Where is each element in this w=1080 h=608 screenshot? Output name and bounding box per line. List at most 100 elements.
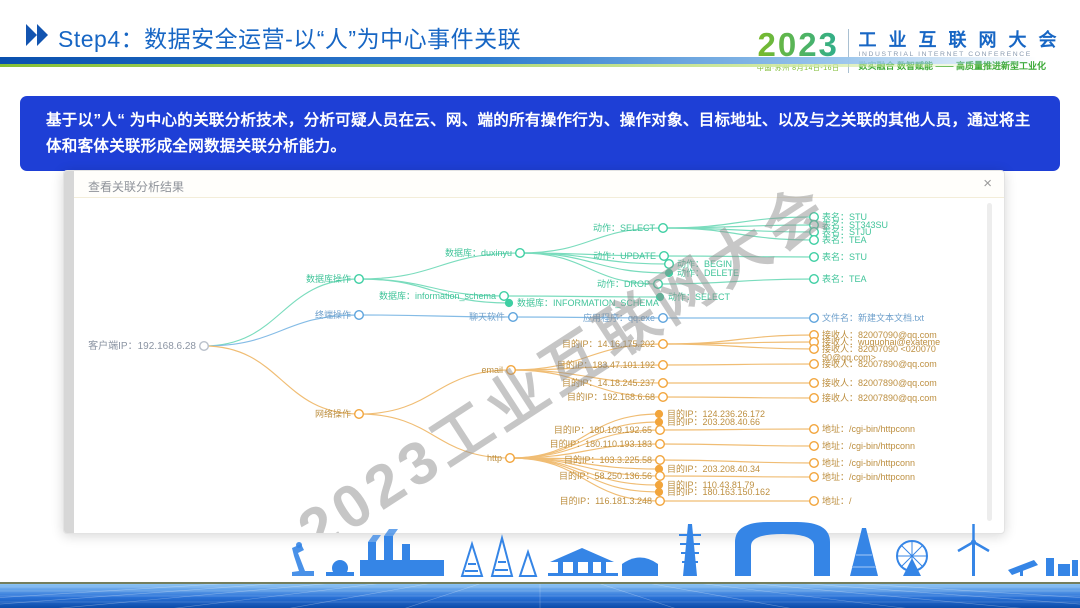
graph-label-a2: 地址：/cgi-bin/httpconn — [822, 440, 915, 451]
graph-label-drop: 动作：DROP — [597, 278, 650, 289]
graph-edge — [503, 295, 661, 298]
graph-edge — [659, 443, 815, 447]
graph-node-term[interactable] — [354, 309, 365, 320]
graph-label-a4: 地址：/cgi-bin/httpconn — [822, 471, 915, 482]
graph-label-e3: 目的IP：14.18.245.237 — [562, 377, 655, 388]
graph-node-drop[interactable] — [653, 278, 664, 289]
graph-edge — [510, 369, 664, 398]
graph-edge — [358, 413, 511, 459]
graph-edge — [659, 459, 815, 464]
graph-label-a5: 地址：/ — [822, 495, 852, 506]
graph-label-r2: 接收人：wuguohai@exateme — [822, 336, 940, 347]
graph-node-sel1[interactable] — [658, 223, 669, 234]
graph-label-http: http — [487, 453, 502, 463]
graph-edge — [659, 475, 815, 478]
graph-edge — [519, 227, 664, 254]
graph-node-h1[interactable] — [654, 409, 664, 419]
graph-node-file[interactable] — [809, 312, 820, 323]
graph-node-db1[interactable] — [515, 247, 526, 258]
graph-node-e1[interactable] — [658, 338, 669, 349]
graph-label-net: 网络操作 — [315, 408, 351, 419]
graph-node-h10[interactable] — [655, 496, 666, 507]
graph-label-t3: 表名：STJU — [822, 226, 872, 237]
graph-node-chat[interactable] — [508, 311, 519, 322]
graph-node-h4[interactable] — [655, 439, 666, 450]
graph-node-h3[interactable] — [655, 424, 666, 435]
graph-node-db2b[interactable] — [504, 298, 514, 308]
graph-node-e2[interactable] — [658, 359, 669, 370]
correlation-graph: 客户端IP：192.168.6.28 数据库操作 数据库：duxinyu 动作：SEL… — [88, 211, 940, 507]
graph-edge — [663, 255, 815, 258]
graph-edge — [203, 278, 360, 347]
graph-node-a2[interactable] — [809, 441, 820, 452]
graph-label-h1: 目的IP：124.236.26.172 — [667, 408, 765, 419]
graph-node-del[interactable] — [664, 268, 674, 278]
graph-label-h6: 目的IP：203.208.40.34 — [667, 463, 760, 474]
graph-edge — [203, 345, 360, 415]
dialog-scrollbar[interactable] — [987, 203, 992, 521]
graph-node-r5[interactable] — [809, 377, 820, 388]
graph-edge — [662, 343, 815, 350]
graph-label-email: email — [481, 365, 503, 375]
graph-node-http[interactable] — [505, 453, 516, 464]
graph-label-db1: 数据库：duxinyu — [445, 247, 512, 258]
graph-node-a4[interactable] — [809, 472, 820, 483]
graph-label-h5: 目的IP：103.3.225.58 — [564, 454, 652, 465]
graph-node-a5[interactable] — [809, 496, 820, 507]
graph-node-email[interactable] — [506, 364, 517, 375]
graph-node-h7[interactable] — [655, 471, 666, 482]
graph-node-a1[interactable] — [809, 423, 820, 434]
graph-node-e3[interactable] — [658, 377, 669, 388]
graph-label-e1: 目的IP：14.16.175.202 — [562, 338, 655, 349]
graph-label-r6: 接收人：82007890@qq.com — [822, 392, 937, 403]
logo-year-block: 2023 中国·苏州 8月14日-16日 — [757, 28, 840, 73]
footer-ground-band — [0, 584, 1080, 608]
graph-node-db2[interactable] — [499, 290, 510, 301]
graph-edge — [659, 428, 815, 431]
logo-venue: 中国·苏州 8月14日-16日 — [756, 65, 840, 72]
graph-node-t4[interactable] — [809, 234, 820, 245]
graph-node-app[interactable] — [658, 312, 669, 323]
graph-label-db2: 数据库：information_schema — [379, 290, 496, 301]
graph-node-h2[interactable] — [654, 417, 664, 427]
graph-edge — [519, 252, 659, 285]
graph-node-h8[interactable] — [654, 480, 664, 490]
graph-node-r4[interactable] — [809, 358, 820, 369]
graph-node-h5[interactable] — [655, 455, 666, 466]
graph-edge — [358, 369, 512, 415]
graph-label-t5: 表名：STU — [822, 251, 867, 262]
graph-label-e4: 目的IP：192.168.6.68 — [567, 391, 655, 402]
graph-label-h9: 目的IP：180.163.150.162 — [667, 486, 770, 497]
graph-label-r5: 接收人：82007890@qq.com — [822, 377, 937, 388]
logo-divider — [848, 28, 850, 73]
graph-node-h9[interactable] — [654, 487, 664, 497]
graph-node-dbop[interactable] — [354, 273, 365, 284]
slide-header: Step4：数据安全运营-以“人”为中心事件关联 2023 中国·苏州 8月14… — [0, 0, 1080, 75]
perspective-grid — [0, 584, 1080, 608]
graph-node-upd[interactable] — [659, 250, 670, 261]
conference-logo: 2023 中国·苏州 8月14日-16日 工 业 互 联 网 大 会 INDUS… — [752, 26, 1064, 75]
graph-label-term: 终端操作 — [315, 309, 351, 320]
graph-label-e2: 目的IP：183.47.101.192 — [557, 359, 655, 370]
graph-edge — [509, 443, 661, 459]
graph-node-sel2[interactable] — [655, 292, 665, 302]
graph-node-e4[interactable] — [658, 391, 669, 402]
graph-label-sel2: 动作：SELECT — [668, 291, 731, 302]
graph-edge — [512, 316, 664, 319]
graph-node-beg[interactable] — [664, 258, 675, 269]
graph-label-r4: 接收人：82007890@qq.com — [822, 358, 937, 369]
graph-label-h10: 目的IP：116.181.3.248 — [560, 495, 652, 506]
graph-node-r3[interactable] — [809, 343, 820, 354]
graph-node-t5[interactable] — [809, 251, 820, 262]
header-green-bar — [0, 64, 1080, 67]
graph-node-a3[interactable] — [809, 458, 820, 469]
graph-node-net[interactable] — [354, 408, 365, 419]
graph-label-h4: 目的IP：180.110.193.183 — [550, 438, 652, 449]
graph-node-root[interactable] — [198, 340, 209, 351]
close-icon[interactable]: × — [983, 175, 992, 192]
summary-banner: 基于以”人“ 为中心的关联分析技术，分析可疑人员在云、网、端的所有操作行为、操作… — [20, 96, 1060, 172]
analysis-dialog: 查看关联分析结果 × 客户端IP：192.168.6.28 数据库操作 数据库：du… — [63, 170, 1005, 534]
city-skyline — [292, 522, 1078, 577]
graph-node-t6[interactable] — [809, 273, 820, 284]
graph-node-r6[interactable] — [809, 392, 820, 403]
